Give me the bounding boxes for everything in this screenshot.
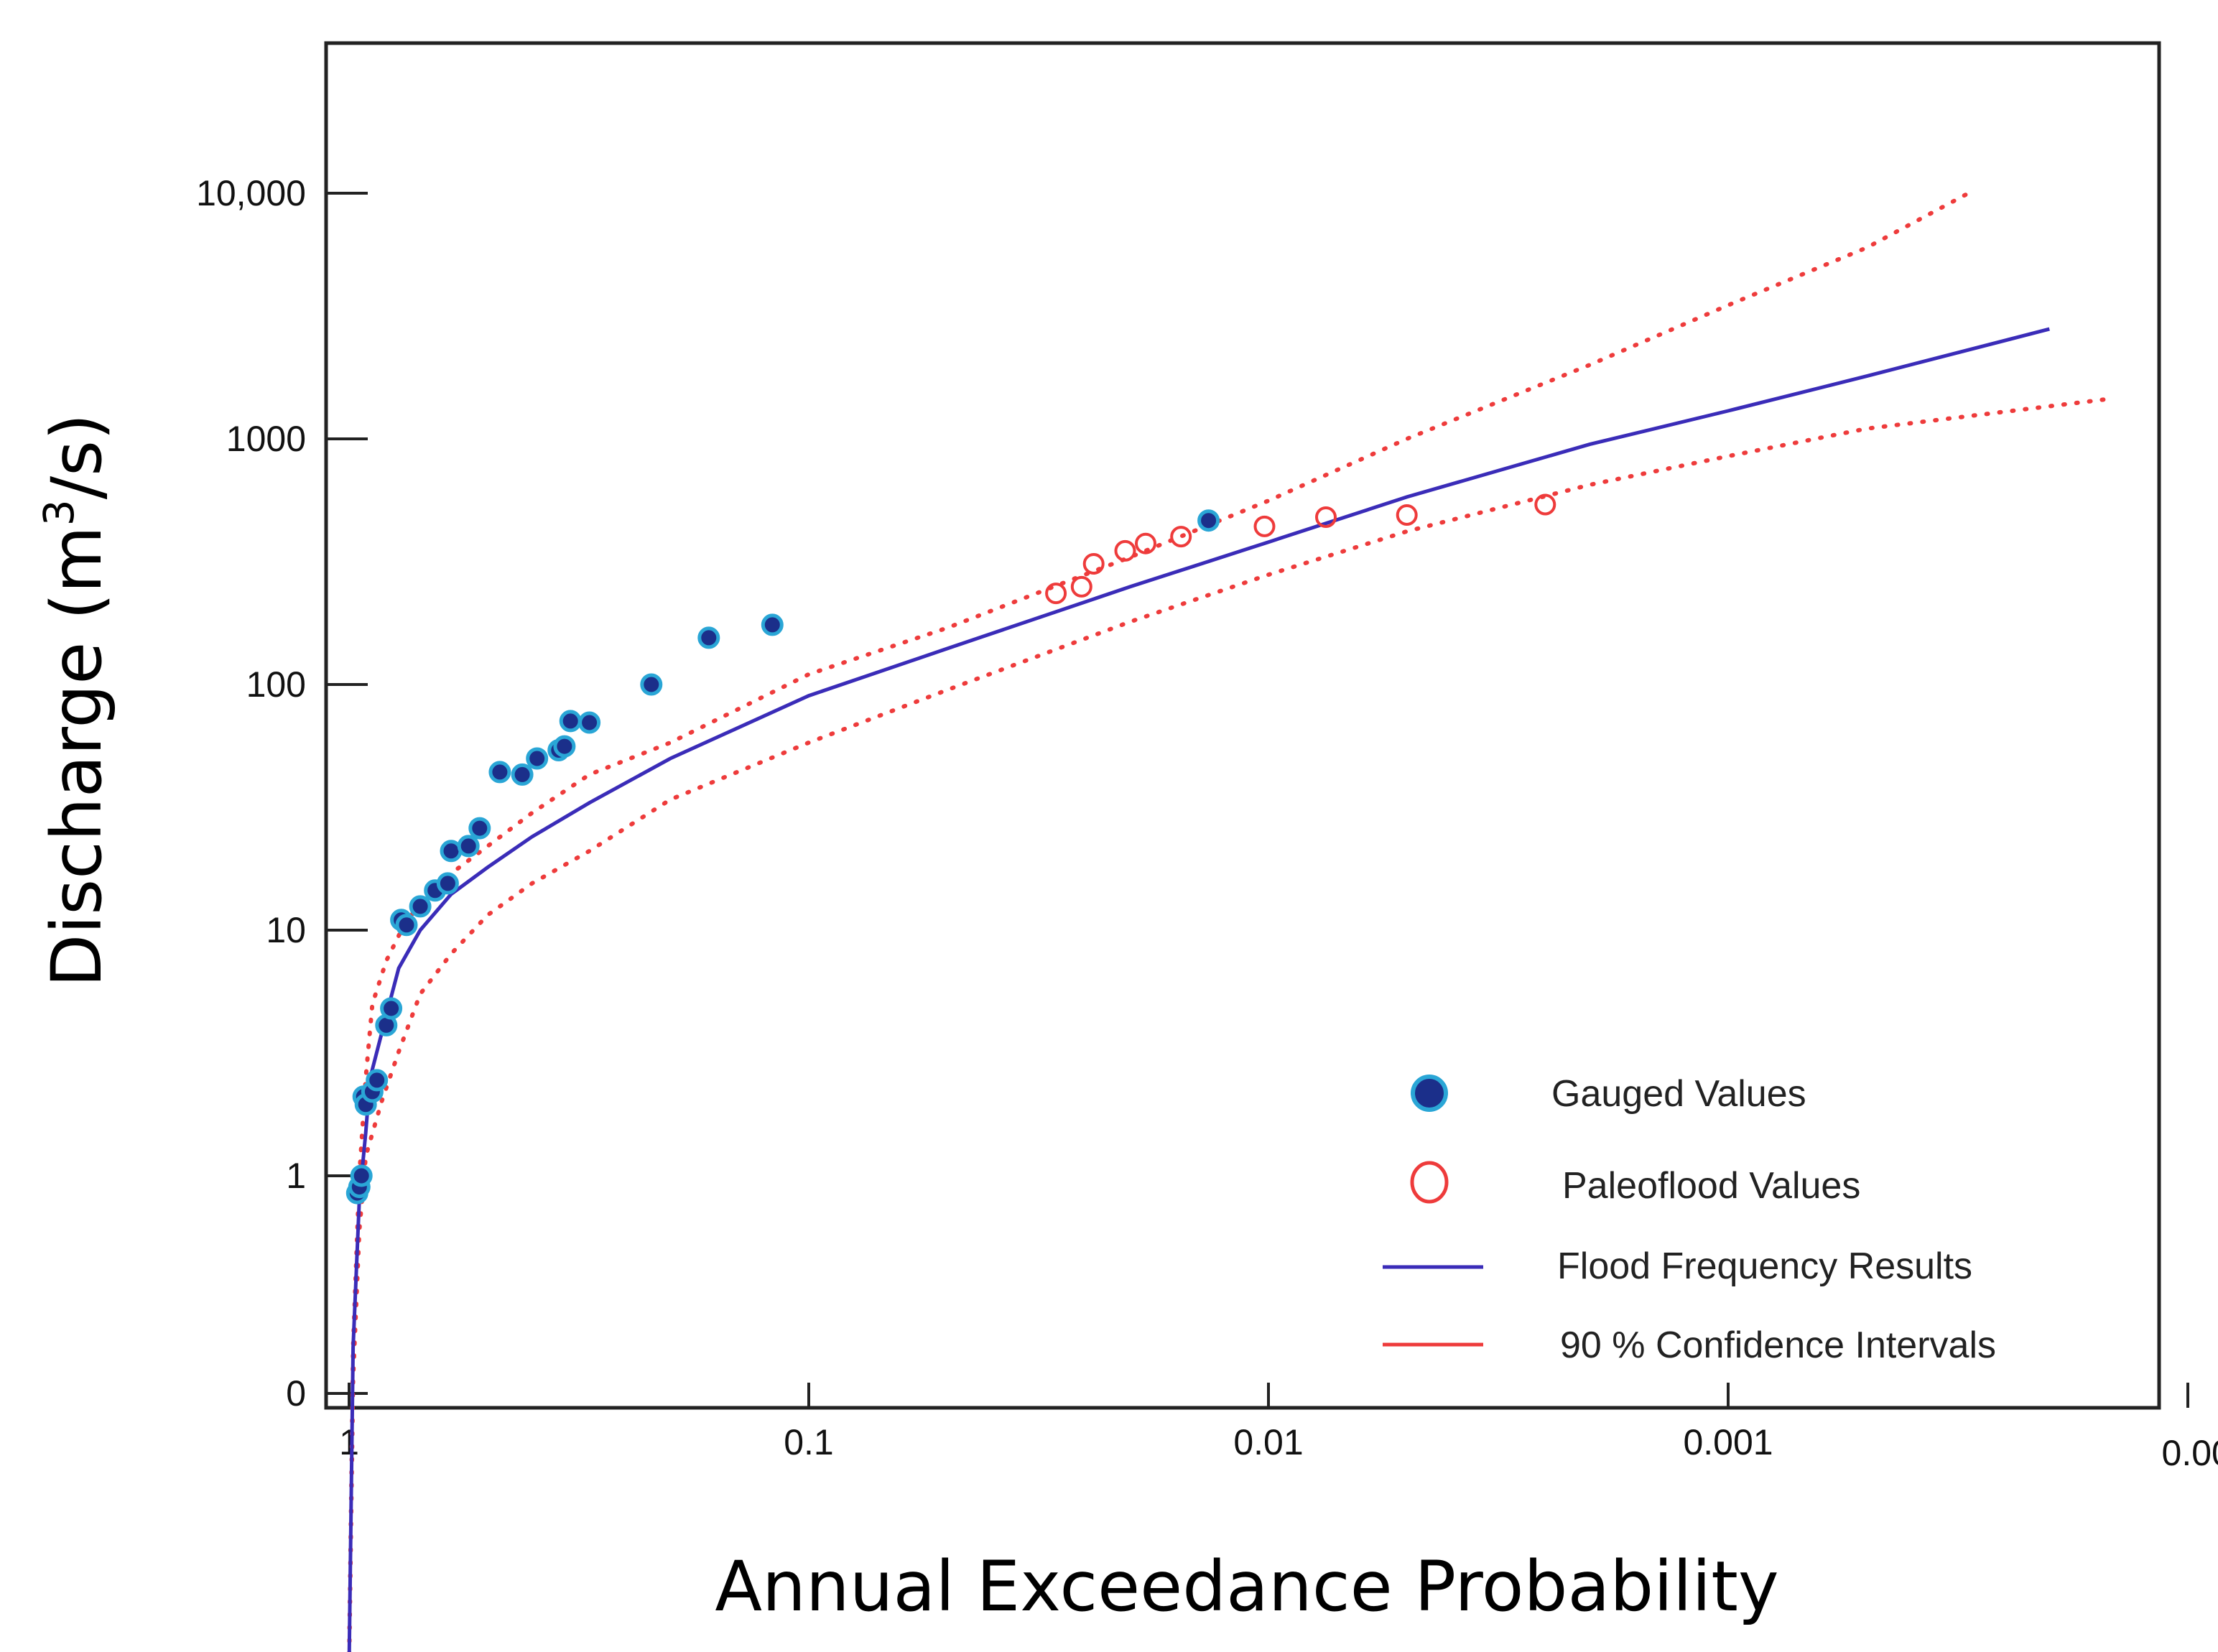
- legend-gauged-label: Gauged Values: [1551, 1073, 1806, 1115]
- confidence-upper-line: [347, 191, 1971, 1652]
- paleoflood-point: [1082, 553, 1105, 575]
- legend: Gauged Values Paleoflood Values Flood Fr…: [1383, 1073, 1996, 1366]
- legend-item-confidence: 90 % Confidence Intervals: [1383, 1324, 1996, 1366]
- y-tick-label: 10,000: [196, 173, 306, 213]
- legend-gauged-marker: [1411, 1075, 1448, 1112]
- paleoflood-point: [1045, 583, 1067, 605]
- y-axis-title: Discharge (m3/s): [34, 413, 117, 987]
- gauged-point: [409, 895, 432, 918]
- gauged-point: [380, 997, 403, 1020]
- paleoflood-point: [1170, 526, 1192, 548]
- y-tick-label: 1: [286, 1156, 306, 1196]
- paleoflood-value-points: [1045, 493, 1556, 605]
- y-axis-title-base: Discharge (m: [37, 526, 117, 987]
- y-tick-label: 100: [246, 664, 306, 705]
- y-tick-label: 1000: [226, 419, 306, 459]
- gauged-value-points: [345, 509, 1220, 1205]
- gauged-point: [553, 735, 576, 758]
- gauged-point: [697, 626, 720, 649]
- confidence-interval-lines: [347, 191, 2110, 1652]
- x-tick-label: 0.01: [1233, 1422, 1303, 1462]
- legend-item-flood-frequency: Flood Frequency Results: [1383, 1245, 1972, 1287]
- y-axis-ticks: 0 1 10 100 1000 10,000: [196, 173, 368, 1414]
- confidence-lower-line: [347, 396, 2110, 1652]
- gauged-point: [395, 914, 418, 937]
- y-tick-label: 10: [266, 910, 306, 950]
- gauged-point: [1197, 509, 1220, 532]
- paleoflood-point: [1396, 504, 1418, 526]
- gauged-point: [488, 761, 511, 784]
- y-axis-title-superscript: 3: [34, 499, 83, 526]
- x-tick-label: 1: [339, 1422, 359, 1462]
- gauged-point: [366, 1069, 389, 1092]
- gauged-point: [526, 747, 549, 770]
- gauged-point: [511, 763, 534, 786]
- gauged-point: [468, 817, 491, 840]
- gauged-point: [761, 613, 784, 636]
- paleoflood-point: [1070, 575, 1092, 598]
- gauged-point: [578, 711, 601, 734]
- legend-item-gauged: Gauged Values: [1411, 1073, 1806, 1115]
- paleoflood-point: [1135, 532, 1156, 554]
- paleoflood-point: [1253, 515, 1276, 537]
- paleoflood-point: [1315, 506, 1337, 528]
- gauged-point: [350, 1164, 373, 1187]
- legend-confidence-label: 90 % Confidence Intervals: [1560, 1324, 1996, 1366]
- paleoflood-point: [1114, 539, 1136, 562]
- gauged-point: [640, 673, 663, 696]
- legend-paleoflood-label: Paleoflood Values: [1562, 1165, 1860, 1207]
- legend-flood-frequency-label: Flood Frequency Results: [1557, 1245, 1972, 1287]
- plot-frame: [324, 41, 2161, 1410]
- y-tick-label: 0: [286, 1373, 306, 1414]
- x-axis-title: Annual Exceedance Probability: [715, 1546, 1778, 1627]
- x-tick-label: 0.1: [784, 1422, 834, 1462]
- gauged-point: [559, 710, 582, 733]
- paleoflood-point: [1534, 493, 1556, 516]
- x-tick-label: 0.001: [1683, 1422, 1773, 1462]
- gauged-point: [436, 872, 459, 895]
- y-axis-title-tail: /s): [37, 413, 117, 499]
- legend-item-paleoflood: Paleoflood Values: [1410, 1161, 1860, 1207]
- gauged-point: [457, 835, 480, 858]
- legend-paleoflood-marker: [1410, 1161, 1449, 1204]
